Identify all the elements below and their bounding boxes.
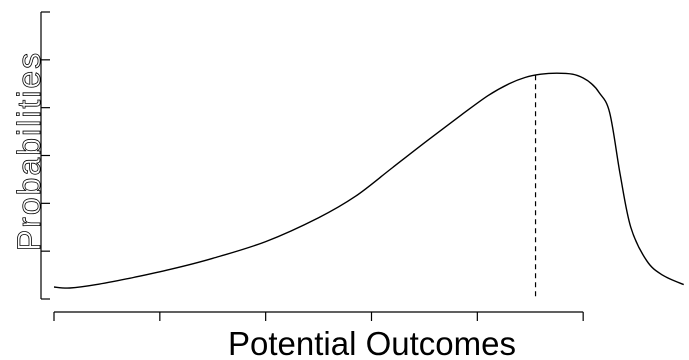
y-axis-label: Probabilities <box>11 51 47 251</box>
plot-area <box>40 11 684 321</box>
series-line-0 <box>53 72 684 289</box>
x-axis-label: Potential Outcomes <box>228 325 516 360</box>
